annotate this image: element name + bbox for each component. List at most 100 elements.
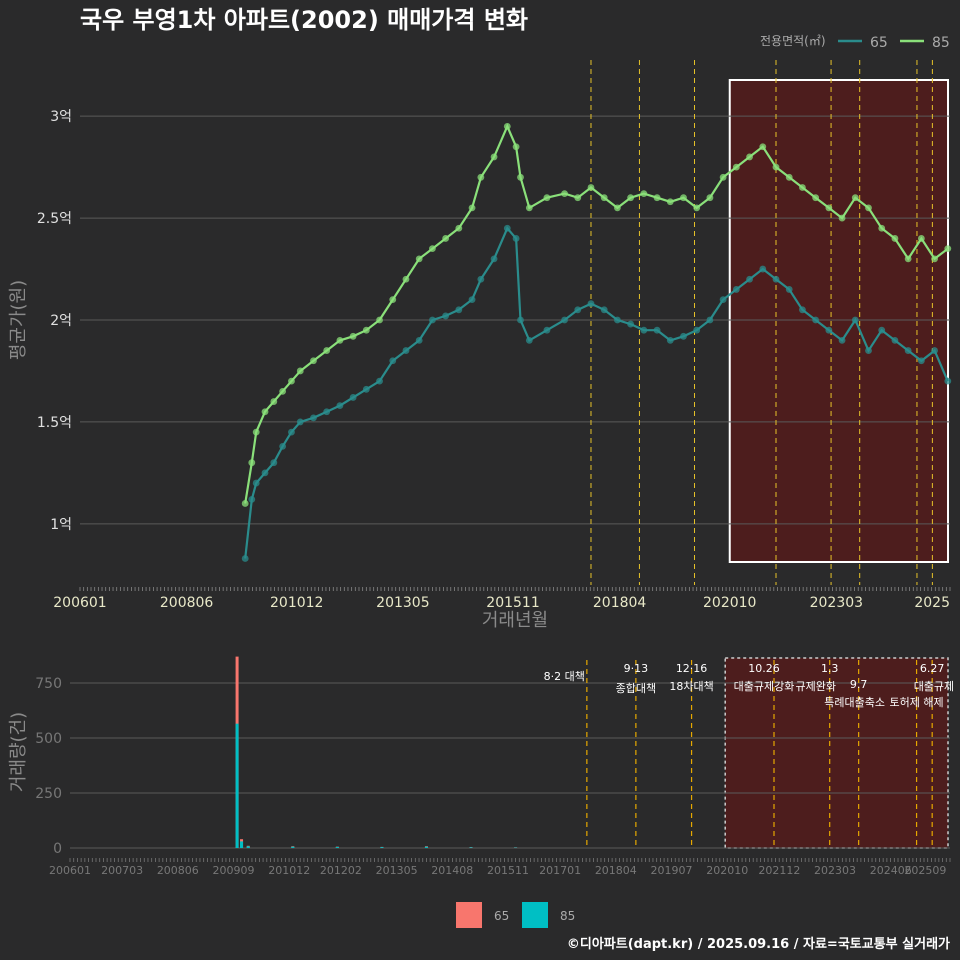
- bottom-x-tick-label: 200909: [213, 864, 255, 877]
- data-point-85: [627, 194, 635, 202]
- x-tick-label: 201305: [376, 595, 429, 611]
- bottom-x-tick-label: 200806: [157, 864, 199, 877]
- bottom-x-tick-label: 201012: [268, 864, 310, 877]
- policy-annotation: 종합대책: [616, 682, 656, 695]
- policy-annotation: 규제완화: [795, 680, 835, 693]
- data-point-65: [517, 316, 524, 324]
- data-point-65: [772, 275, 780, 283]
- top-legend-title: 전용면적(㎡): [760, 34, 826, 48]
- bottom-x-tick-label: 200601: [49, 864, 91, 877]
- data-point-65: [477, 275, 485, 283]
- data-point-65: [614, 316, 621, 324]
- data-point-65: [241, 555, 249, 562]
- policy-annotation: 18차대책: [669, 680, 713, 693]
- data-point-65: [561, 316, 568, 324]
- bottom-y-tick-label: 750: [35, 676, 62, 692]
- data-point-65: [442, 312, 450, 320]
- data-point-65: [587, 300, 595, 308]
- policy-annotation: 1.3: [821, 662, 839, 675]
- data-point-65: [732, 286, 740, 293]
- data-point-85: [442, 235, 450, 242]
- x-tick-label: 202010: [703, 595, 756, 611]
- data-point-65: [851, 316, 859, 324]
- data-point-65: [904, 347, 912, 354]
- bottom-x-tick-label: 202303: [814, 864, 856, 877]
- bottom-plot: 0 250 500 750 8·2 대책 9·13 종합대책 12·16 18차대책 10.26 대…: [8, 656, 954, 877]
- data-point-65: [543, 326, 551, 334]
- bottom-legend-label-65: 65: [494, 909, 509, 923]
- x-tick-label: 200806: [160, 595, 214, 611]
- bottom-legend-label-85: 85: [560, 909, 575, 923]
- data-point-65: [279, 442, 287, 450]
- data-point-85: [851, 194, 859, 202]
- bar-85: [469, 847, 473, 848]
- data-point-85: [878, 224, 886, 232]
- data-point-65: [706, 316, 714, 324]
- data-point-85: [944, 245, 952, 253]
- bottom-x-tick-label: 201202: [320, 864, 362, 877]
- chart-title: 국우 부영1차 아파트(2002) 매매가격 변화: [80, 6, 528, 34]
- data-point-85: [310, 357, 317, 365]
- data-point-85: [838, 214, 846, 222]
- data-point-85: [323, 347, 331, 354]
- data-point-65: [812, 316, 820, 324]
- data-point-85: [490, 153, 498, 161]
- data-point-85: [693, 204, 701, 212]
- data-point-65: [627, 320, 635, 328]
- x-tick-label: 201804: [593, 595, 647, 611]
- x-tick-label: 200601: [53, 595, 106, 611]
- data-point-85: [865, 204, 872, 212]
- data-point-65: [878, 326, 886, 334]
- policy-annotation: 6.27: [920, 662, 945, 675]
- data-point-85: [525, 204, 533, 212]
- bar-85: [335, 846, 339, 848]
- data-point-65: [680, 332, 687, 340]
- data-point-85: [362, 326, 370, 334]
- data-point-85: [415, 255, 423, 263]
- data-point-65: [825, 326, 833, 334]
- bottom-x-tick-label: 202112: [758, 864, 800, 877]
- data-point-85: [270, 398, 278, 405]
- bar-85: [240, 841, 244, 848]
- data-point-65: [719, 296, 727, 304]
- policy-annotation: 8·2 대책: [544, 670, 585, 683]
- data-point-85: [614, 204, 621, 212]
- bottom-y-tick-label: 250: [35, 786, 62, 802]
- bar-85: [380, 847, 384, 848]
- x-tick-label: 201012: [270, 595, 323, 611]
- data-point-85: [349, 332, 357, 340]
- bar-85: [291, 846, 295, 848]
- policy-annotation: 토허제 해제: [890, 695, 944, 709]
- bottom-y-axis-title: 거래량(건): [8, 712, 29, 792]
- data-point-65: [362, 385, 370, 393]
- data-point-65: [402, 347, 410, 354]
- data-point-85: [812, 194, 820, 202]
- x-tick-label: 2025: [914, 595, 950, 611]
- x-tick-label: 201511: [486, 595, 539, 611]
- highlight-box: [728, 79, 949, 563]
- data-point-65: [336, 402, 344, 410]
- data-point-85: [772, 163, 780, 171]
- data-point-85: [825, 204, 833, 212]
- data-point-65: [891, 336, 899, 344]
- data-point-65: [512, 235, 520, 242]
- data-point-85: [252, 428, 260, 436]
- data-point-65: [349, 394, 357, 401]
- bottom-y-tick-label: 0: [53, 841, 62, 857]
- y-tick-label: 3억: [50, 109, 72, 125]
- data-point-85: [666, 198, 674, 206]
- data-point-85: [574, 194, 582, 202]
- data-point-65: [252, 479, 260, 487]
- bottom-legend-swatch-65: [456, 902, 482, 928]
- data-point-65: [838, 336, 846, 344]
- policy-annotation: 9.7: [850, 678, 868, 691]
- data-point-65: [944, 377, 952, 385]
- y-tick-label: 1.5억: [37, 415, 72, 431]
- policy-annotation: 대출규제강화: [734, 680, 795, 693]
- data-point-85: [785, 173, 793, 181]
- data-point-85: [261, 408, 269, 416]
- data-point-65: [455, 306, 463, 314]
- bottom-x-tick-label: 200703: [101, 864, 143, 877]
- y-tick-label: 2.5억: [37, 211, 72, 227]
- y-axis-title: 평균가(원): [8, 280, 29, 360]
